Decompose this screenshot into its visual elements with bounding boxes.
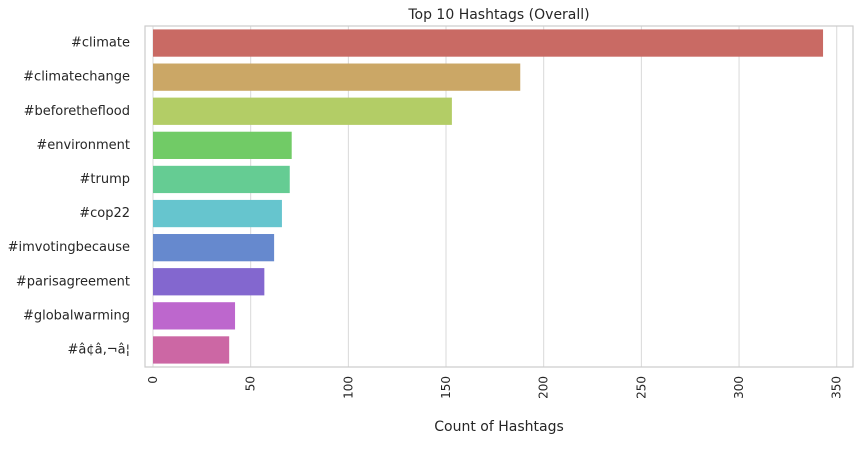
y-tick-label: #â¢â‚¬â¦	[68, 342, 130, 357]
bar-2	[153, 97, 452, 125]
bar-7	[153, 268, 265, 296]
bar-6	[153, 234, 275, 262]
y-tick-label: #beforetheflood	[24, 104, 130, 119]
bar-1	[153, 63, 521, 91]
y-tick-label: #imvotingbecause	[8, 240, 130, 255]
x-tick-label: 0	[146, 376, 160, 384]
x-axis-label: Count of Hashtags	[434, 419, 564, 435]
chart-title: Top 10 Hashtags (Overall)	[407, 7, 589, 23]
x-tick-label: 350	[830, 376, 844, 399]
x-tick-label: 200	[537, 376, 551, 399]
y-tick-label: #cop22	[79, 206, 130, 221]
bars	[153, 29, 824, 364]
y-tick-label: #environment	[36, 138, 130, 153]
y-tick-label: #climate	[71, 36, 130, 51]
y-tick-label: #trump	[80, 172, 131, 187]
x-tick-label: 300	[732, 376, 746, 399]
bar-3	[153, 131, 292, 159]
x-tick-label: 100	[341, 376, 355, 399]
bar-9	[153, 336, 230, 364]
x-tick-label: 250	[634, 376, 648, 399]
bar-4	[153, 165, 290, 194]
axes-frame	[144, 25, 854, 368]
y-tick-label: #parisagreement	[16, 274, 130, 289]
y-tick-label: #climatechange	[23, 70, 130, 85]
x-tick-labels: 0 50 100 150 200 250 300 350	[146, 376, 844, 399]
bar-5	[153, 199, 282, 228]
y-tick-label: #globalwarming	[23, 308, 130, 323]
y-tick-labels: #climate #climatechange #beforetheflood #en…	[8, 36, 130, 358]
bar-8	[153, 302, 236, 330]
x-tick-label: 150	[439, 376, 453, 399]
bar-0	[153, 29, 824, 57]
x-tick-label: 50	[244, 376, 258, 391]
